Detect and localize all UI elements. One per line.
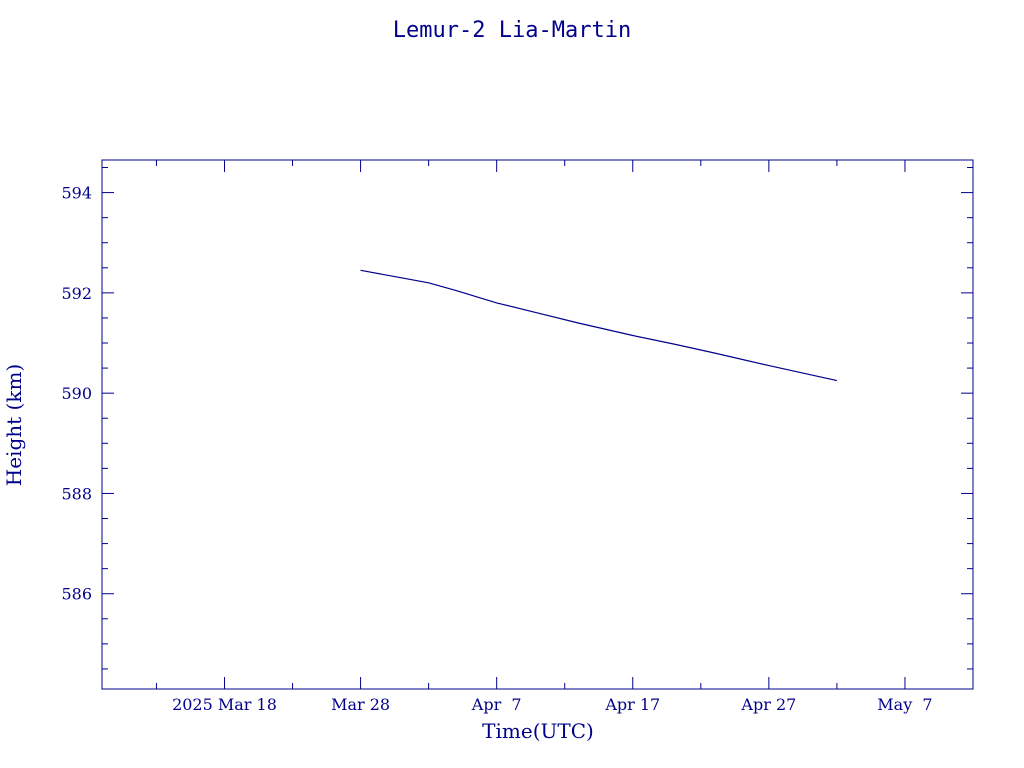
chart-title: Lemur-2 Lia-Martin xyxy=(393,18,631,43)
x-tick-label: 2025 Mar 18 xyxy=(172,695,277,714)
y-tick-label: 590 xyxy=(61,384,92,403)
series-line xyxy=(360,269,838,382)
y-axis-title: Height (km) xyxy=(2,364,26,486)
y-tick-label: 588 xyxy=(61,484,92,503)
x-axis: 2025 Mar 18 Mar 28 Apr 7 Apr 17 Apr 27 May 7 xyxy=(155,160,974,714)
y-tick-label: 592 xyxy=(61,284,92,303)
y-tick-label: 594 xyxy=(61,184,92,203)
x-tick-label: Apr 17 xyxy=(604,695,660,714)
y-tick-label: 586 xyxy=(61,585,92,604)
x-axis-title: Time(UTC) xyxy=(482,719,594,743)
plot-frame xyxy=(101,159,974,690)
x-tick-label: Apr 7 xyxy=(471,695,522,714)
x-tick-label: Mar 28 xyxy=(331,695,390,714)
series-layer xyxy=(360,269,838,382)
x-tick-label: May 7 xyxy=(877,695,932,714)
x-tick-label: Apr 27 xyxy=(740,695,796,714)
y-axis: 586 588 590 592 594 xyxy=(61,167,973,670)
